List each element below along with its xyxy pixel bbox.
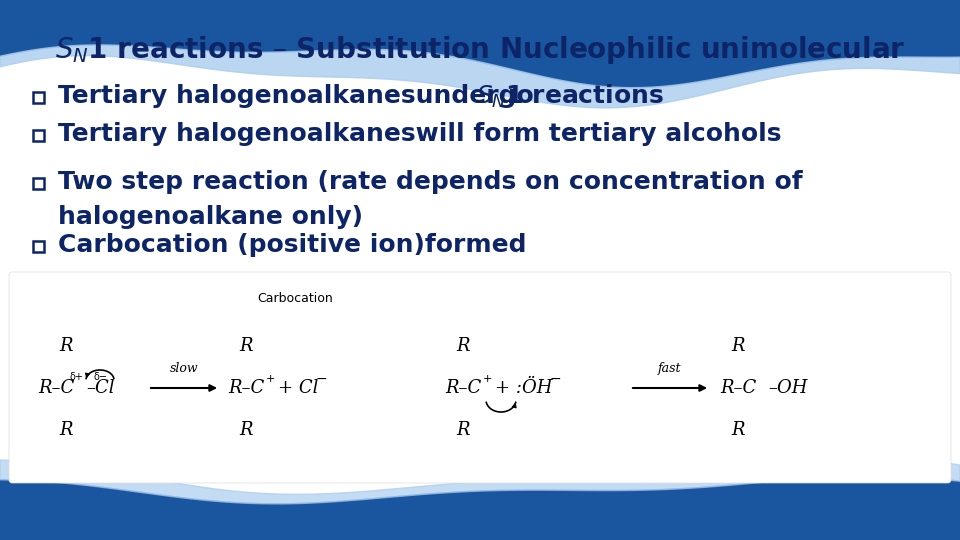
- Text: halogenoalkane only): halogenoalkane only): [58, 205, 363, 229]
- Text: Carbocation: Carbocation: [257, 292, 333, 305]
- Text: R: R: [732, 337, 745, 355]
- Text: R: R: [456, 421, 469, 439]
- Text: −: −: [316, 372, 327, 386]
- FancyBboxPatch shape: [9, 272, 951, 483]
- Text: Tertiary halogenoalkaneswill form tertiary alcohols: Tertiary halogenoalkaneswill form tertia…: [58, 122, 781, 146]
- Text: –OH: –OH: [768, 379, 807, 397]
- Text: Two step reaction (rate depends on concentration of: Two step reaction (rate depends on conce…: [58, 170, 803, 194]
- Text: R: R: [456, 337, 469, 355]
- Text: R–C: R–C: [228, 379, 264, 397]
- Text: −: −: [550, 372, 562, 386]
- Text: slow: slow: [170, 362, 199, 375]
- Text: δ−: δ−: [93, 372, 107, 382]
- Text: R: R: [60, 421, 73, 439]
- Text: R: R: [732, 421, 745, 439]
- Text: δ+: δ+: [70, 372, 84, 382]
- Text: +: +: [483, 374, 492, 384]
- Bar: [33, 178, 44, 189]
- Text: R–C: R–C: [720, 379, 756, 397]
- Bar: [33, 130, 44, 141]
- Text: +: +: [266, 374, 276, 384]
- Text: fast: fast: [659, 362, 682, 375]
- Text: –Cl: –Cl: [86, 379, 114, 397]
- Text: $S_N$1 reactions – Substitution Nucleophilic unimolecular: $S_N$1 reactions – Substitution Nucleoph…: [55, 34, 905, 66]
- Bar: [33, 241, 44, 252]
- Text: R–C: R–C: [445, 379, 481, 397]
- Text: + :ÖH: + :ÖH: [495, 379, 553, 397]
- Text: + Cl: + Cl: [278, 379, 319, 397]
- Bar: [33, 92, 44, 103]
- Text: Tertiary halogenoalkanesundergo: Tertiary halogenoalkanesundergo: [58, 84, 542, 108]
- Text: $S_N$1 reactions: $S_N$1 reactions: [476, 83, 664, 110]
- Text: Carbocation (positive ion)formed: Carbocation (positive ion)formed: [58, 233, 526, 257]
- Text: R: R: [239, 421, 252, 439]
- Text: R: R: [239, 337, 252, 355]
- Text: R: R: [60, 337, 73, 355]
- Text: R–C: R–C: [38, 379, 74, 397]
